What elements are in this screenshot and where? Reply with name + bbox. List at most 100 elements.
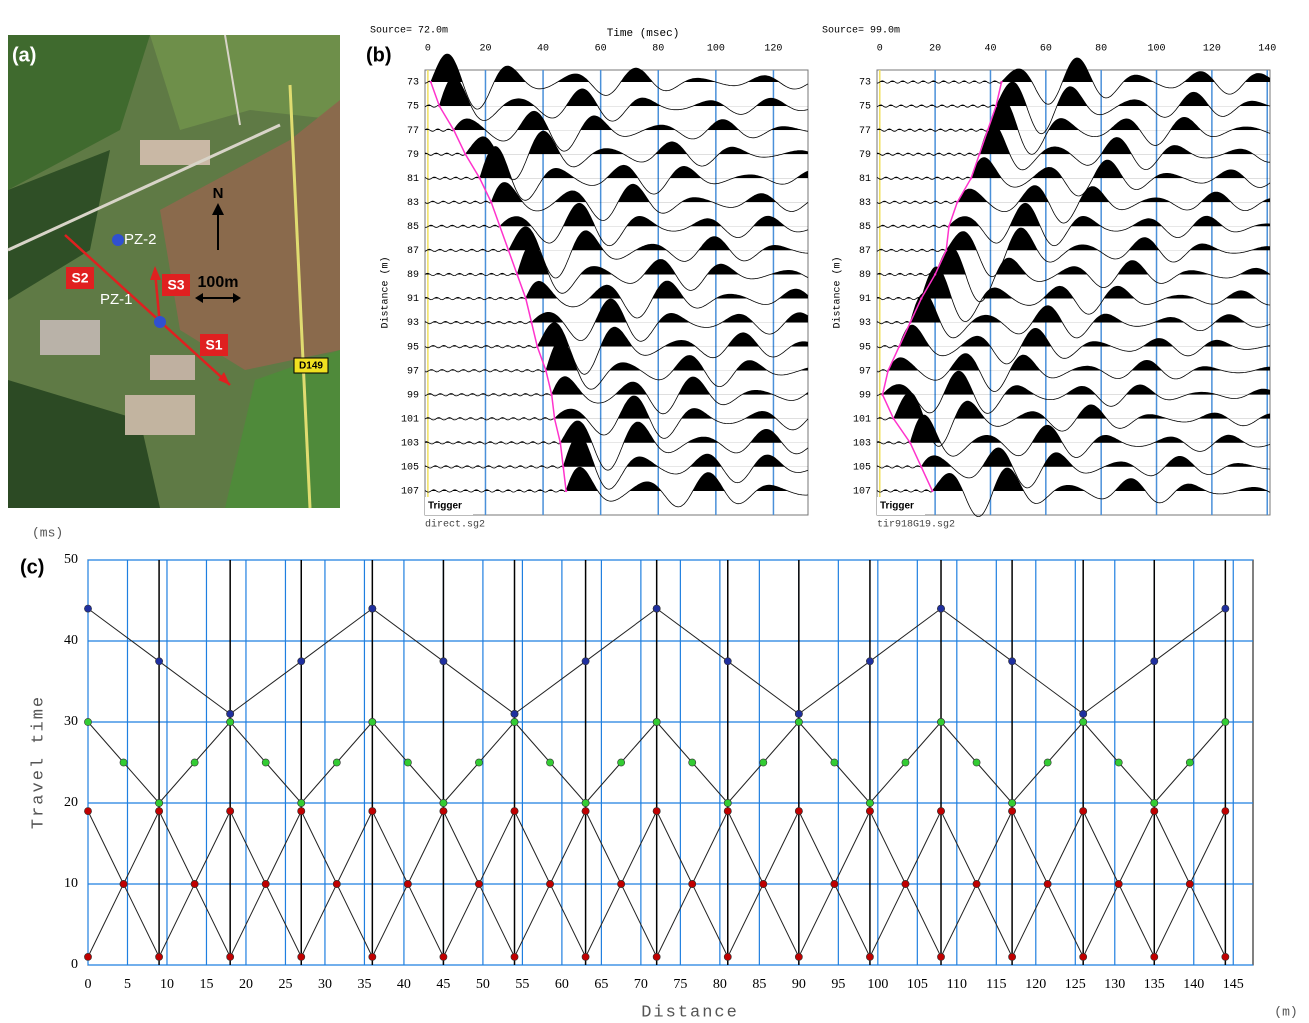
y-tick-label: 0 xyxy=(71,957,78,972)
travel-time-point xyxy=(866,799,873,806)
travel-time-point xyxy=(582,808,589,815)
y-tick-label: 83 xyxy=(407,198,419,209)
x-tick-label: 90 xyxy=(792,977,806,992)
x-tick-label: 130 xyxy=(1104,977,1125,992)
y-tick-label: 91 xyxy=(859,294,871,305)
travel-time-point xyxy=(795,710,802,717)
travel-time-point xyxy=(937,605,944,612)
travel-time-point xyxy=(937,953,944,960)
x-tick-label: 10 xyxy=(160,977,174,992)
pick-point xyxy=(525,297,527,299)
travel-time-point xyxy=(653,808,660,815)
travel-time-point xyxy=(84,808,91,815)
travel-time-point xyxy=(369,718,376,725)
travel-time-point xyxy=(1222,808,1229,815)
pick-point xyxy=(898,345,900,347)
travel-time-point xyxy=(866,808,873,815)
x-tick-label: 40 xyxy=(984,44,996,55)
y-tick-label: 73 xyxy=(859,78,871,89)
y-tick-label: 103 xyxy=(853,438,871,449)
x-tick-label: 120 xyxy=(764,44,782,55)
travel-time-point xyxy=(937,808,944,815)
travel-time-point xyxy=(1080,718,1087,725)
travel-time-point xyxy=(227,710,234,717)
panel-label: (a) xyxy=(12,44,36,66)
x-tick-label: 25 xyxy=(278,977,292,992)
y-tick-label: 79 xyxy=(407,150,419,161)
x-tick-label: 120 xyxy=(1025,977,1046,992)
file-name: tir918G19.sg2 xyxy=(877,519,955,531)
y-tick-label: 101 xyxy=(853,414,871,425)
travel-time-point xyxy=(546,880,553,887)
travel-time-point xyxy=(440,953,447,960)
travel-time-point xyxy=(1044,880,1051,887)
travel-time-point xyxy=(689,880,696,887)
travel-time-point xyxy=(298,953,305,960)
travel-time-point xyxy=(1186,880,1193,887)
travel-time-point xyxy=(298,658,305,665)
travel-time-point xyxy=(1151,953,1158,960)
pick-point xyxy=(490,201,492,203)
travel-time-point xyxy=(84,605,91,612)
y-tick-label: 87 xyxy=(859,246,871,257)
y-tick-label: 101 xyxy=(401,414,419,425)
x-tick-label: 140 xyxy=(1183,977,1204,992)
travel-time-point xyxy=(120,880,127,887)
chart-title: Source= 99.0m xyxy=(822,26,900,37)
travel-time-point xyxy=(1080,710,1087,717)
travel-time-point xyxy=(1009,658,1016,665)
travel-time-point xyxy=(582,799,589,806)
travel-time-point xyxy=(475,759,482,766)
y-tick-label: 93 xyxy=(859,318,871,329)
x-tick-label: 15 xyxy=(199,977,213,992)
x-tick-label: 105 xyxy=(907,977,928,992)
pick-point xyxy=(909,321,911,323)
x-tick-label: 135 xyxy=(1144,977,1165,992)
travel-time-point xyxy=(1080,953,1087,960)
pick-point xyxy=(948,225,950,227)
travel-time-point xyxy=(831,759,838,766)
y-tick-label: 95 xyxy=(859,342,871,353)
travel-time-point xyxy=(511,718,518,725)
travel-time-point xyxy=(1115,880,1122,887)
travel-time-point xyxy=(262,759,269,766)
travel-time-point xyxy=(546,759,553,766)
x-tick-label: 110 xyxy=(947,977,967,992)
pick-point xyxy=(1000,81,1002,83)
x-tick-label: 20 xyxy=(239,977,253,992)
travel-time-point xyxy=(795,718,802,725)
pick-point xyxy=(562,466,564,468)
travel-time-point xyxy=(937,718,944,725)
x-tick-label: 115 xyxy=(986,977,1006,992)
travel-time-point xyxy=(653,718,660,725)
travel-time-point xyxy=(1222,718,1229,725)
travel-time-point xyxy=(653,605,660,612)
pick-point xyxy=(545,369,547,371)
travel-time-point xyxy=(511,710,518,717)
y-axis-unit: (ms) xyxy=(32,525,63,540)
travel-time-point xyxy=(1222,605,1229,612)
travel-time-point xyxy=(1151,799,1158,806)
y-tick-label: 79 xyxy=(859,150,871,161)
aerial-map: PZ-2 PZ-1 S1 S2 S3 N 100m D149 xyxy=(8,35,340,508)
travel-time-point xyxy=(724,799,731,806)
y-tick-label: 107 xyxy=(401,487,419,498)
travel-time-point xyxy=(653,953,660,960)
pick-point xyxy=(931,490,933,492)
x-tick-label: 0 xyxy=(425,44,431,55)
travel-time-point xyxy=(902,759,909,766)
y-tick-label: 97 xyxy=(859,366,871,377)
travel-time-point xyxy=(155,658,162,665)
pick-point xyxy=(920,297,922,299)
travel-time-point xyxy=(618,759,625,766)
travel-time-point xyxy=(902,880,909,887)
y-tick-label: 40 xyxy=(64,633,78,648)
x-tick-label: 80 xyxy=(713,977,727,992)
y-tick-label: 107 xyxy=(853,487,871,498)
pick-point xyxy=(978,153,980,155)
y-tick-label: 81 xyxy=(407,174,419,185)
travel-time-point xyxy=(1186,759,1193,766)
travel-time-point xyxy=(155,799,162,806)
piezometer xyxy=(154,316,166,328)
panel-label: (b) xyxy=(366,44,392,66)
